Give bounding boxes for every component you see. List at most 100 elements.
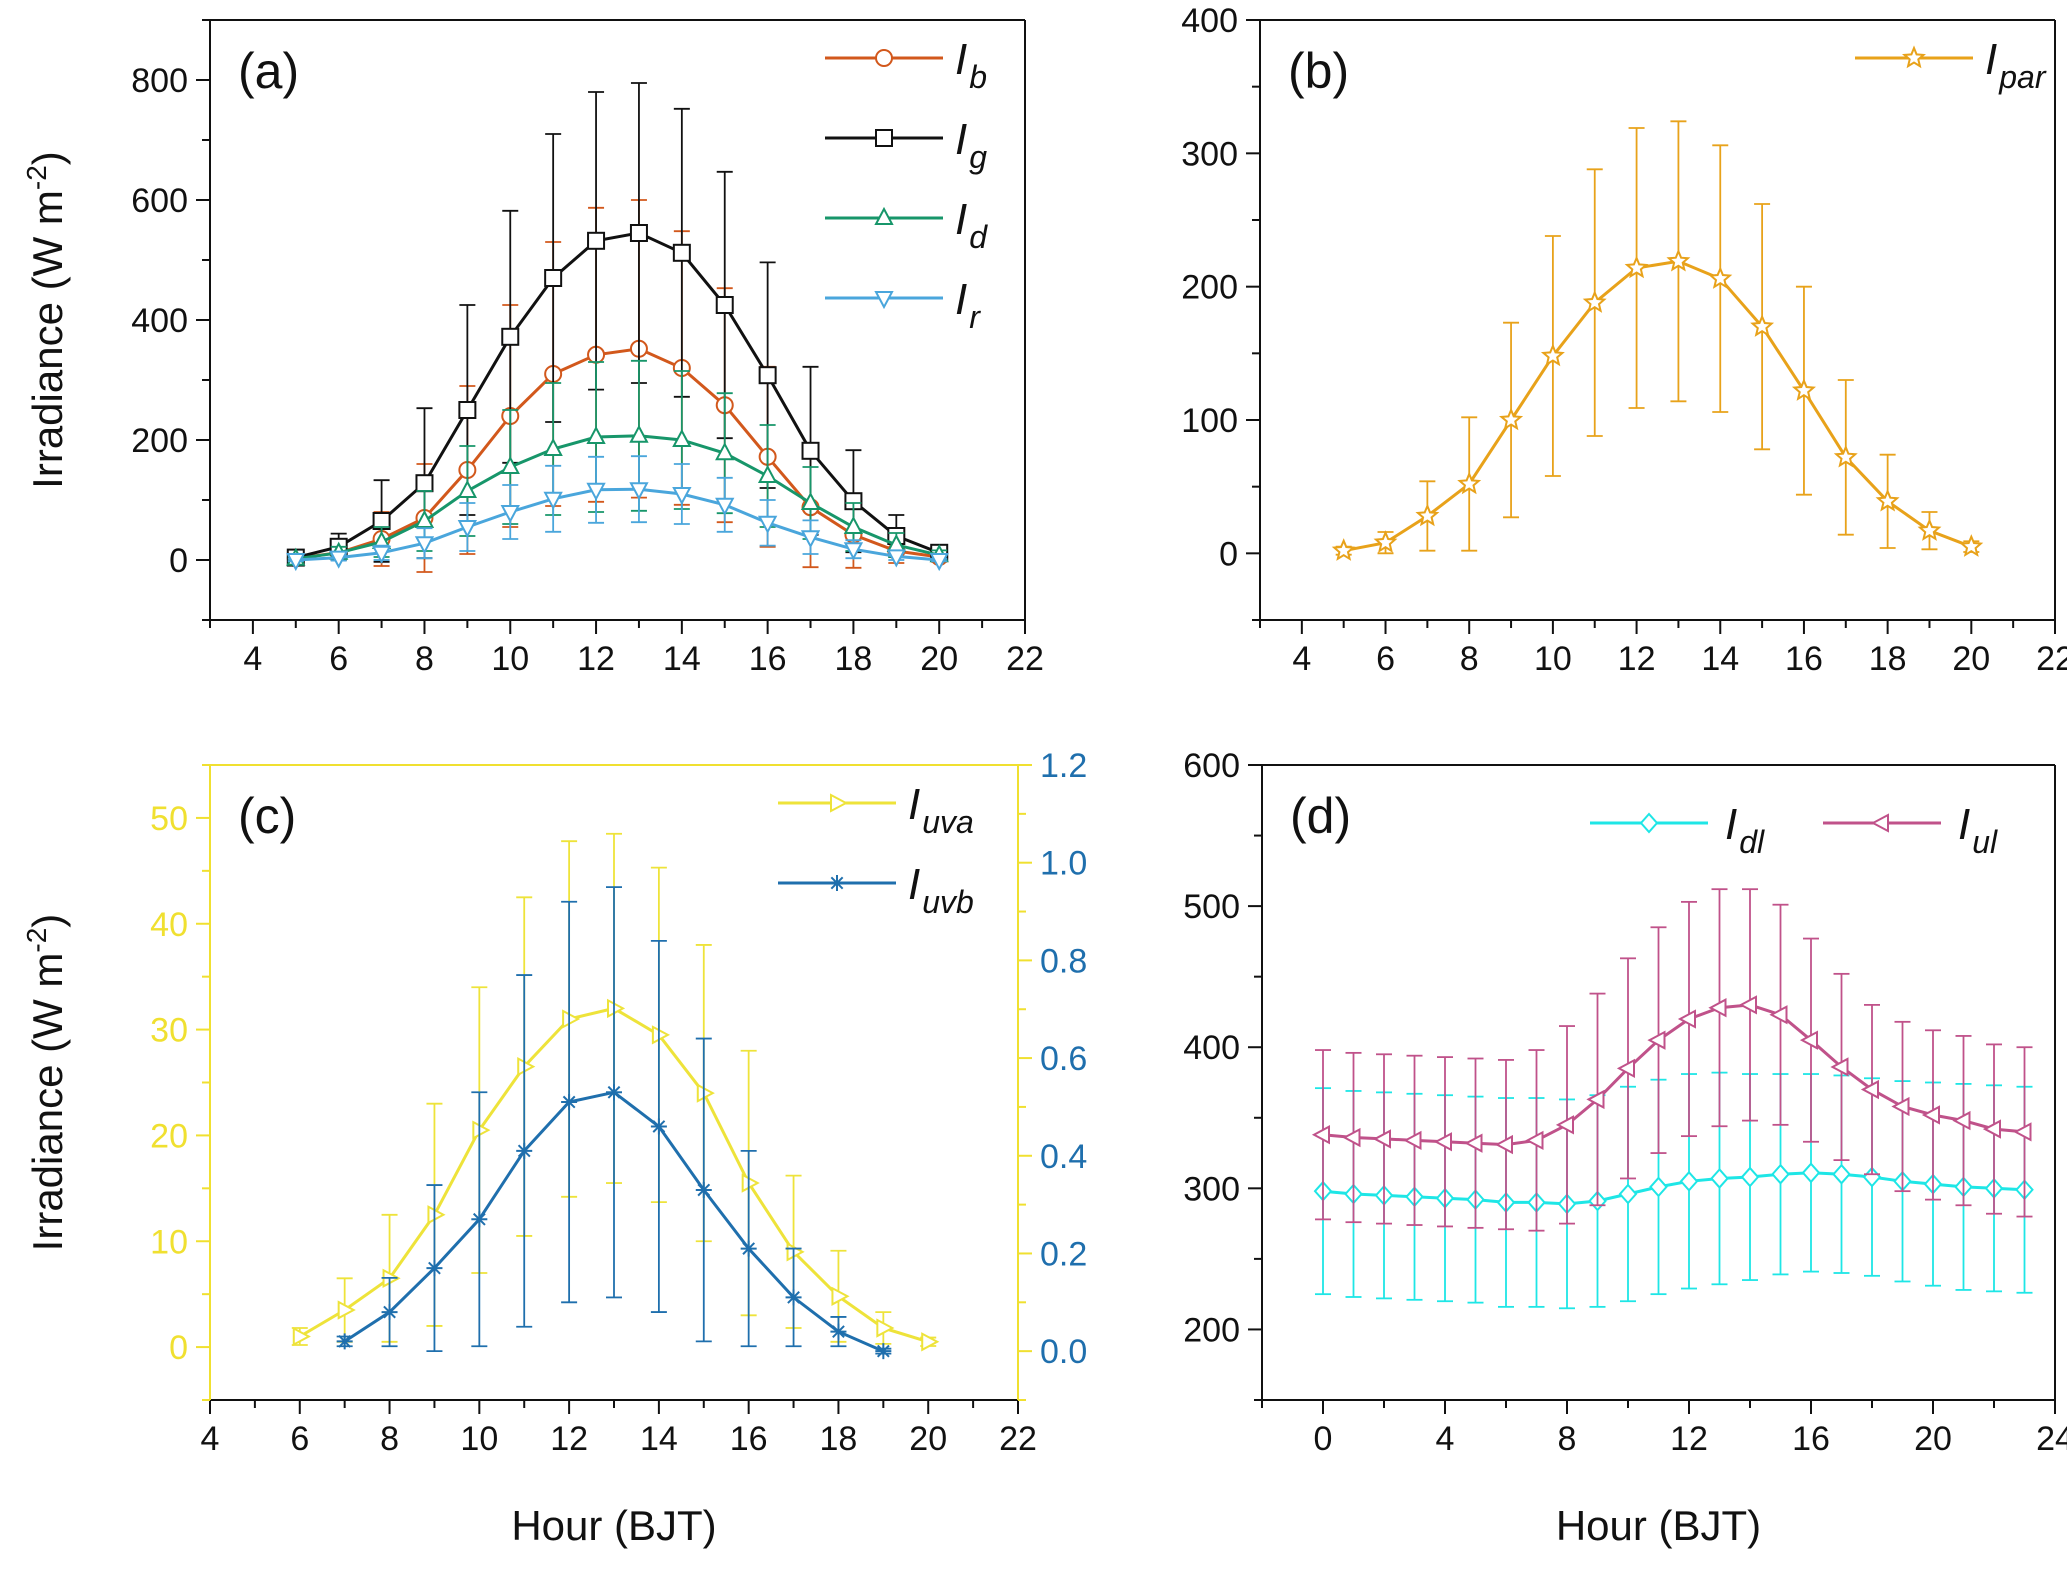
y-axis-title: Irradiance (W m-2) (21, 151, 71, 489)
y-tick-label: 10 (150, 1223, 188, 1261)
y-tick-label: 500 (1183, 888, 1240, 926)
data-point (800, 530, 821, 549)
data-point (414, 536, 435, 555)
data-point (740, 1240, 757, 1257)
data-point (1403, 1130, 1422, 1151)
y-tick-label: 200 (1183, 1311, 1240, 1349)
legend-item-par: Ipar (1855, 35, 2047, 95)
x-tick-label: 6 (1376, 640, 1395, 678)
legend-label: Ib (955, 35, 987, 95)
y2-tick-label: 1.0 (1040, 845, 1087, 883)
y-tick-label: 600 (1183, 747, 1240, 785)
legend-item-r: Ir (825, 275, 981, 335)
x-tick-label: 14 (1701, 640, 1739, 678)
legend-item-uvb: Iuvb (778, 860, 974, 920)
y2-tick-label: 0.2 (1040, 1235, 1087, 1273)
legend-label: Iuvb (908, 860, 974, 920)
data-point (830, 1323, 847, 1340)
x-tick-label: 4 (1292, 640, 1311, 678)
data-point (1750, 314, 1775, 337)
data-point (1372, 1129, 1391, 1149)
data-point (1618, 1183, 1638, 1205)
x-tick-label: 8 (1460, 640, 1479, 678)
data-point (1769, 1005, 1788, 1025)
data-point (2013, 1122, 2032, 1142)
x-tick-label: 8 (380, 1420, 399, 1458)
data-point (1860, 1079, 1879, 1100)
series-line (1322, 1171, 2025, 1206)
legend-item-g: Ig (825, 115, 987, 175)
y-tick-label: 400 (1181, 2, 1238, 40)
y-tick-label: 400 (131, 302, 188, 340)
legend-marker (875, 129, 893, 147)
x-tick-label: 16 (749, 640, 787, 678)
data-point (1586, 1089, 1605, 1110)
data-point (1679, 1170, 1699, 1192)
data-point (741, 1173, 760, 1193)
series-uvb (336, 886, 892, 1360)
y2-tick-label: 0.4 (1040, 1138, 1087, 1176)
x-tick-label: 24 (2036, 1420, 2067, 1458)
data-point (1415, 503, 1440, 527)
data-point (785, 1289, 802, 1306)
y-tick-label: 300 (1183, 1170, 1240, 1208)
x-tick-label: 8 (1558, 1420, 1577, 1458)
data-point (1331, 538, 1356, 561)
data-point (921, 1332, 940, 1352)
data-point (414, 509, 435, 528)
x-tick-label: 18 (820, 1420, 858, 1458)
data-point (336, 1333, 353, 1350)
series-line (295, 231, 940, 560)
x-tick-label: 22 (1006, 640, 1044, 678)
series-line (295, 487, 940, 562)
data-point (1624, 255, 1649, 279)
data-point (607, 998, 626, 1019)
y-tick-label: 30 (150, 1012, 188, 1050)
data-point (1498, 407, 1524, 431)
y-tick-label: 0 (169, 1329, 188, 1367)
data-point (458, 401, 477, 419)
data-point (1875, 488, 1900, 512)
data-point (929, 553, 949, 572)
data-point (1433, 1132, 1452, 1152)
data-point (1373, 530, 1398, 553)
data-point (1982, 1119, 2001, 1139)
panel-3: 4 6 8 10 12 14 16 18 20 22 0 10 20 30 40 50 0.0 0.2 0.4 0.6… (21, 747, 1087, 1549)
x-tick-label: 20 (909, 1420, 947, 1458)
y-tick-label: 0 (1219, 535, 1238, 573)
panel-label: (a) (238, 43, 299, 99)
data-point (427, 1205, 446, 1225)
y-tick-label: 50 (150, 800, 188, 838)
data-point (426, 1260, 443, 1277)
y-tick-label: 600 (131, 182, 188, 220)
data-point (586, 425, 606, 444)
x-tick-label: 12 (1618, 640, 1656, 678)
series-dl (1313, 1071, 2034, 1310)
data-point (337, 1300, 356, 1320)
panel-2: 4 6 8 10 12 14 16 18 20 22 0 100 200 300 400 (b) Ipar (1181, 2, 2067, 678)
x-tick-label: 10 (460, 1420, 498, 1458)
legend-label: Ir (955, 275, 981, 335)
data-point (543, 437, 563, 456)
x-tick-label: 6 (290, 1420, 309, 1458)
data-point (1616, 1058, 1635, 1079)
series-g (286, 82, 949, 567)
data-point (843, 515, 864, 534)
data-point (1457, 471, 1482, 495)
series-line (1322, 1003, 2025, 1147)
x-tick-label: 10 (1534, 640, 1572, 678)
data-point (606, 1084, 622, 1101)
data-point (1494, 1134, 1513, 1155)
x-tick-label: 8 (415, 640, 434, 678)
x-tick-label: 6 (329, 640, 348, 678)
data-point (1311, 1125, 1330, 1145)
y-tick-label: 20 (150, 1117, 188, 1155)
data-point (1799, 1030, 1818, 1050)
legend-label: Ipar (1985, 35, 2047, 95)
y2-tick-label: 0.0 (1040, 1333, 1087, 1371)
data-point (500, 455, 520, 474)
data-point (457, 479, 478, 498)
panel-1: 4 6 8 10 12 14 16 18 20 22 0 200 400 600 800 Irradiance… (21, 19, 1044, 678)
x-tick-label: 20 (920, 640, 958, 678)
data-point (1791, 378, 1816, 401)
